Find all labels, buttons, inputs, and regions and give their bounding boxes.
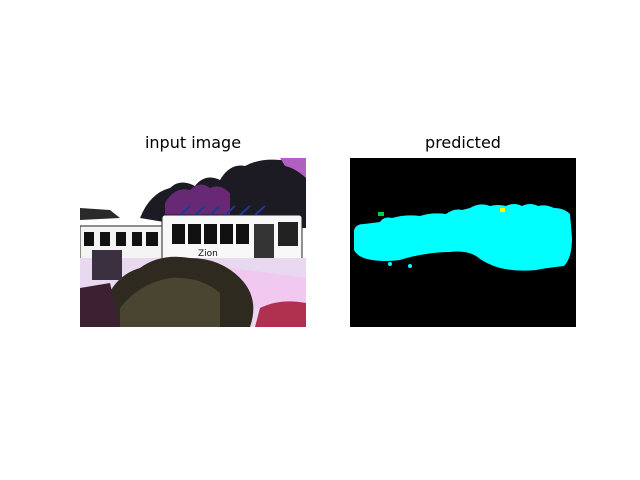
- input-image: Zion: [80, 158, 306, 327]
- input-photo: Zion: [80, 158, 306, 327]
- predicted-title: predicted: [425, 133, 501, 152]
- bus-logo: Zion: [198, 249, 218, 259]
- input-image-title: input image: [144, 133, 242, 152]
- predicted-mask: [350, 158, 576, 327]
- segmentation-mask: [350, 158, 576, 327]
